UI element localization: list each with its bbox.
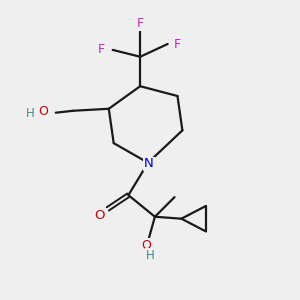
Text: O: O — [95, 209, 105, 222]
Text: H: H — [26, 107, 34, 120]
Text: O: O — [141, 239, 151, 252]
Text: H: H — [146, 248, 154, 262]
Text: F: F — [174, 38, 181, 50]
Text: N: N — [144, 157, 154, 170]
Text: F: F — [136, 17, 144, 30]
Text: O: O — [38, 105, 48, 118]
Text: F: F — [98, 44, 105, 56]
